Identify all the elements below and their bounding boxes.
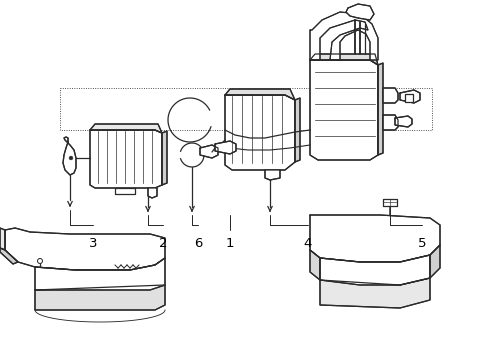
Bar [405,94,413,102]
Polygon shape [295,98,300,162]
Polygon shape [310,12,378,60]
Polygon shape [383,115,398,130]
Text: 3: 3 [89,237,97,250]
Polygon shape [215,141,236,154]
Polygon shape [5,228,165,270]
Polygon shape [400,90,420,103]
Polygon shape [310,215,440,262]
Text: 5: 5 [418,237,426,250]
Polygon shape [383,88,398,103]
Polygon shape [320,255,430,285]
Circle shape [69,156,73,160]
Polygon shape [200,145,218,158]
Polygon shape [395,116,412,127]
Polygon shape [63,137,76,175]
Polygon shape [310,60,378,160]
Polygon shape [0,248,18,264]
Polygon shape [346,4,374,20]
Text: 1: 1 [226,237,234,250]
Polygon shape [35,258,165,290]
Bar [383,199,397,206]
Bar [115,188,135,194]
Polygon shape [265,170,280,180]
Polygon shape [35,285,165,310]
Polygon shape [90,130,162,188]
Circle shape [38,258,43,264]
Text: 2: 2 [159,237,167,250]
Polygon shape [90,124,162,133]
Polygon shape [310,250,320,280]
Polygon shape [225,89,295,100]
Polygon shape [225,95,295,170]
Text: 6: 6 [194,237,202,250]
Polygon shape [430,245,440,278]
Polygon shape [0,228,5,250]
Polygon shape [162,131,167,185]
Polygon shape [320,278,430,308]
Polygon shape [378,63,383,155]
Polygon shape [148,188,157,198]
Polygon shape [310,54,378,65]
Text: 4: 4 [304,237,312,250]
